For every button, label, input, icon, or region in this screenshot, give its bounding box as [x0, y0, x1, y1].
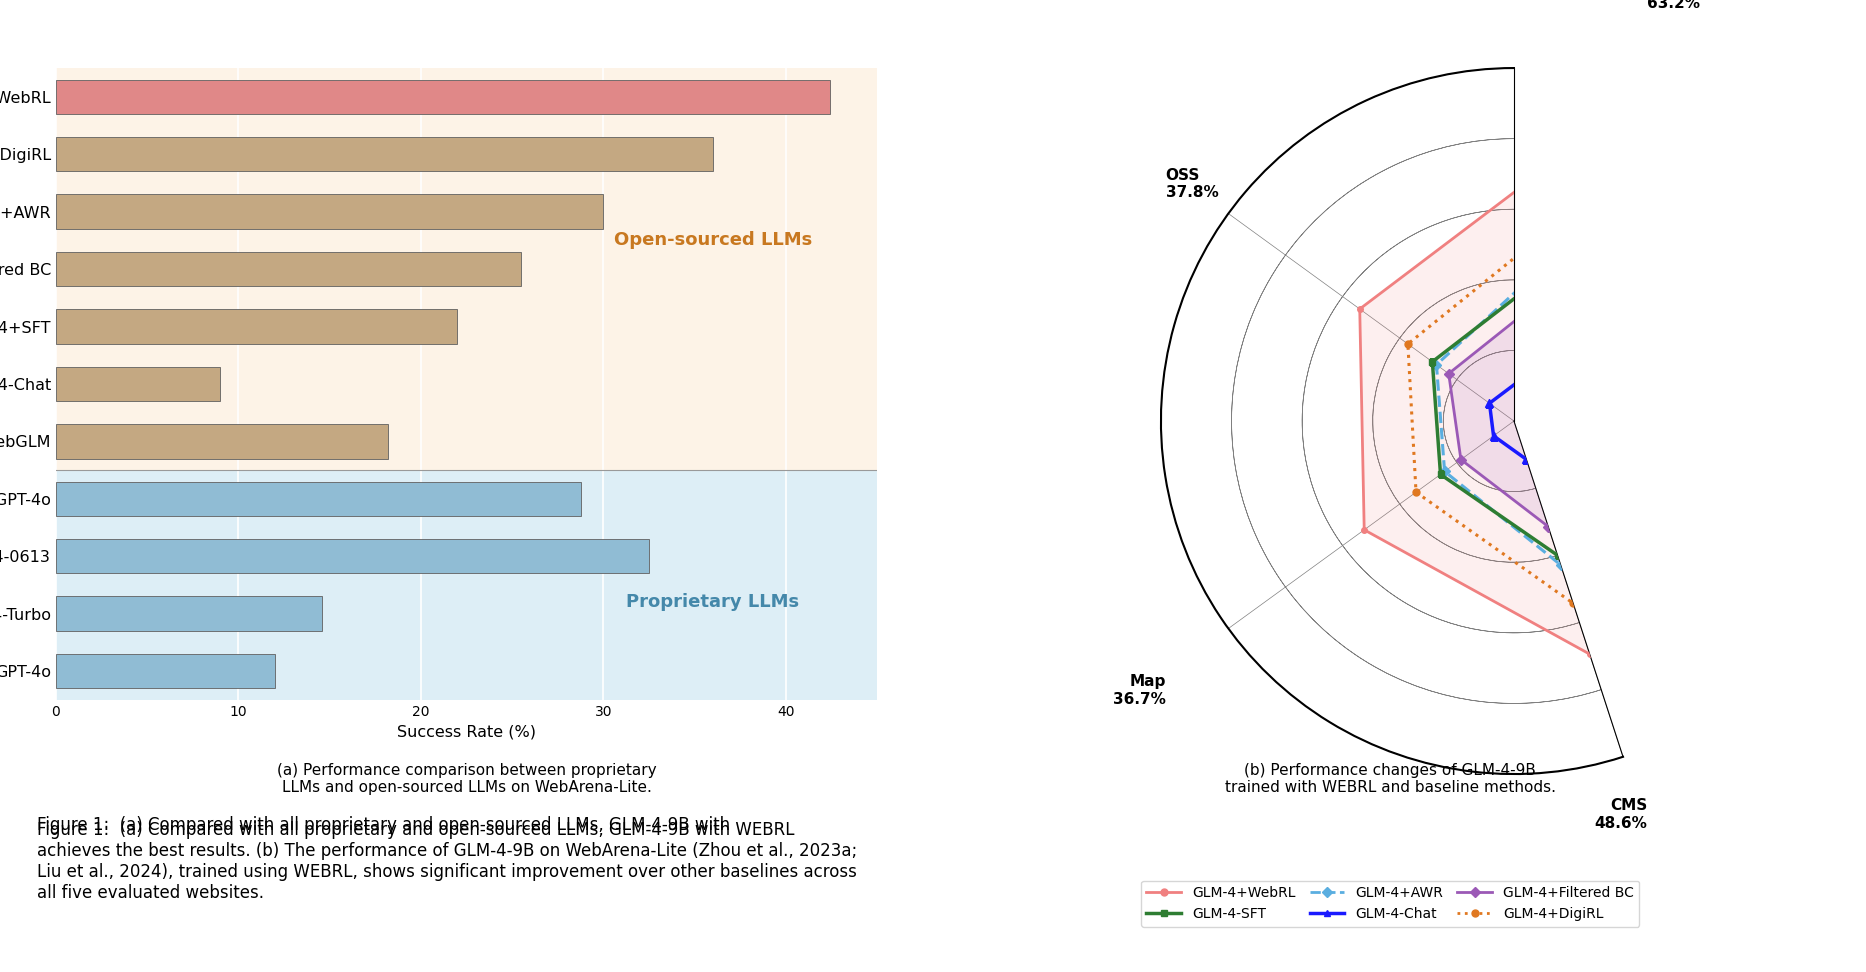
X-axis label: Success Rate (%): Success Rate (%) — [397, 724, 536, 740]
Text: (a) Performance comparison between proprietary
LLMs and open-sourced LLMs on Web: (a) Performance comparison between propr… — [276, 763, 657, 795]
Polygon shape — [1360, 118, 1765, 654]
Bar — [56, 252, 521, 287]
Bar — [56, 539, 649, 573]
Polygon shape — [1448, 287, 1614, 527]
Bar — [56, 654, 274, 688]
Text: Figure 1:  (a) Compared with all proprietary and open-sourced LLMs, GLM-4-9B wit: Figure 1: (a) Compared with all propriet… — [37, 821, 858, 902]
Text: Figure 1:  (a) Compared with all proprietary and open-sourced LLMs, GLM-4-9B wit: Figure 1: (a) Compared with all propriet… — [37, 816, 735, 835]
Bar — [56, 137, 713, 171]
Bar — [56, 80, 830, 114]
Bar — [56, 366, 220, 401]
Text: Map
36.7%: Map 36.7% — [1112, 675, 1166, 707]
Text: Open-sourced LLMs: Open-sourced LLMs — [614, 231, 812, 250]
Bar — [56, 309, 457, 344]
Legend: GLM-4+WebRL, GLM-4-SFT, GLM-4+AWR, GLM-4-Chat, GLM-4+Filtered BC, GLM-4+DigiRL: GLM-4+WebRL, GLM-4-SFT, GLM-4+AWR, GLM-4… — [1140, 881, 1640, 926]
Text: Reddit
63.2%: Reddit 63.2% — [1648, 0, 1704, 12]
Text: (b) Performance changes of GLM-4-9B
trained with WEBRL and baseline methods.: (b) Performance changes of GLM-4-9B trai… — [1224, 763, 1556, 795]
Text: Proprietary LLMs: Proprietary LLMs — [627, 593, 799, 611]
Text: CMS
48.6%: CMS 48.6% — [1594, 798, 1648, 831]
Bar — [56, 481, 582, 516]
Text: OSS
37.8%: OSS 37.8% — [1166, 168, 1218, 200]
Bar — [56, 424, 388, 459]
Bar — [56, 470, 877, 700]
Bar — [56, 194, 603, 228]
Bar — [56, 597, 323, 631]
